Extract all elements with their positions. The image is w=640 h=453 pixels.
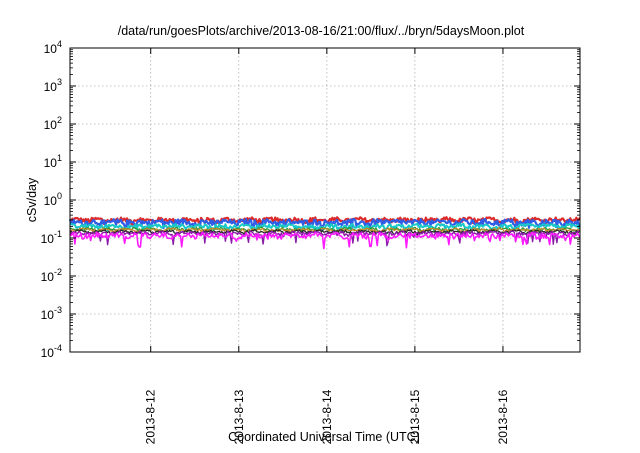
y-tick-label: 102 xyxy=(44,115,62,132)
x-tick-label: 2013-8-14 xyxy=(320,389,334,444)
x-tick-label: 2013-8-13 xyxy=(232,389,246,444)
grid xyxy=(70,48,580,352)
y-tick-label: 103 xyxy=(44,77,62,94)
series-line xyxy=(68,217,581,232)
tick-labels: 10-4 10-3 10-2 10-1 100 101 102 103 104 2013-8-12… xyxy=(41,39,510,444)
plot-frame xyxy=(69,47,581,353)
axes xyxy=(69,47,581,353)
chart-title: /data/run/goesPlots/archive/2013-08-16/2… xyxy=(118,24,525,38)
x-tick-label: 2013-8-16 xyxy=(496,389,510,444)
y-tick-label: 10-1 xyxy=(41,229,62,246)
y-tick-label: 10-2 xyxy=(41,267,62,284)
x-axis-label: Coordinated Universal Time (UTC) xyxy=(228,430,420,444)
y-tick-label: 10-3 xyxy=(41,305,62,322)
y-tick-label: 101 xyxy=(44,153,62,170)
y-axis-label: cSv/day xyxy=(25,177,39,222)
series-line xyxy=(69,227,581,234)
series-line xyxy=(69,231,581,250)
x-tick-label: 2013-8-15 xyxy=(408,389,422,444)
y-tick-label: 10-4 xyxy=(41,343,62,360)
series-group xyxy=(68,216,581,250)
y-tick-label: 104 xyxy=(44,39,62,56)
x-tick-label: 2013-8-12 xyxy=(144,389,158,444)
y-tick-label: 100 xyxy=(44,191,62,208)
